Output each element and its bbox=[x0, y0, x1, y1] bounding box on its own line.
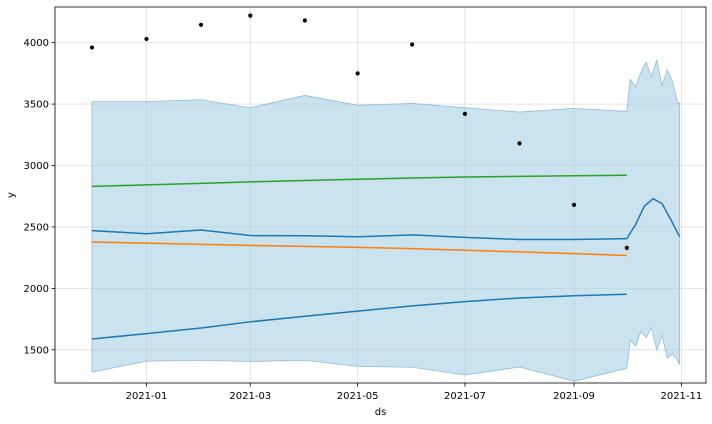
observed-point bbox=[462, 111, 468, 116]
observed-point bbox=[302, 18, 307, 23]
series-line-2 bbox=[626, 197, 681, 240]
x-tick-label: 2021-11 bbox=[660, 391, 702, 402]
observed-point bbox=[89, 45, 95, 50]
observed-point bbox=[517, 141, 522, 146]
observed-point bbox=[571, 202, 577, 207]
x-tick-label: 2021-07 bbox=[444, 391, 486, 402]
x-tick-label: 2021-09 bbox=[553, 391, 595, 402]
series-line-3 bbox=[91, 241, 627, 257]
y-tick-label: 4000 bbox=[24, 38, 49, 49]
y-tick-label: 3500 bbox=[24, 100, 49, 111]
uncertainty-interval bbox=[91, 59, 681, 382]
y-tick-label: 1500 bbox=[24, 345, 49, 356]
series-lines bbox=[91, 174, 681, 340]
series-line-1 bbox=[91, 229, 627, 241]
x-tick-label: 2021-05 bbox=[337, 391, 379, 402]
interval-band bbox=[91, 59, 681, 382]
observed-point bbox=[198, 22, 204, 27]
x-tick-label: 2021-03 bbox=[229, 391, 271, 402]
y-tick-label: 2500 bbox=[24, 222, 49, 233]
plot-frame bbox=[54, 6, 707, 384]
y-tick-label: 3000 bbox=[24, 161, 49, 172]
observed-point bbox=[624, 245, 629, 250]
observed-point bbox=[144, 36, 149, 42]
observed-points bbox=[89, 13, 629, 250]
x-axis-ticks: 2021-01 2021-03 2021-05 2021-07 2021-09 2021-… bbox=[126, 383, 702, 402]
observed-point bbox=[410, 42, 415, 47]
x-axis-label: ds bbox=[375, 407, 387, 418]
observed-point bbox=[355, 71, 360, 76]
series-line-5 bbox=[91, 293, 627, 340]
y-tick-label: 2000 bbox=[24, 284, 49, 295]
y-axis-ticks: 1500 2000 2500 3000 3500 4000 bbox=[24, 38, 55, 356]
observed-point bbox=[248, 13, 253, 18]
y-axis-label: y bbox=[6, 192, 17, 198]
series-line-4 bbox=[91, 174, 627, 188]
x-tick-label: 2021-01 bbox=[126, 391, 168, 402]
